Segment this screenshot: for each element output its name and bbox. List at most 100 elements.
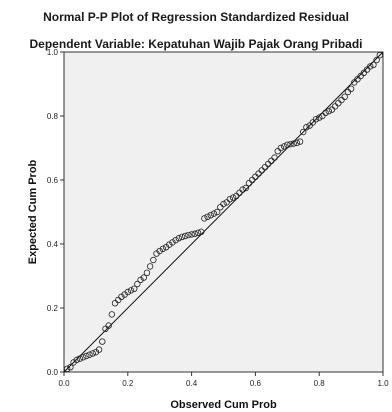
x-tick-label: 0.4 (186, 379, 198, 388)
data-point (95, 346, 103, 353)
chart-subtitle: Dependent Variable: Kepatuhan Wajib Paja… (29, 37, 363, 51)
data-point (229, 194, 237, 201)
x-tick-label: 0.0 (58, 379, 70, 388)
data-point (338, 96, 345, 104)
data-point (328, 106, 336, 113)
data-point (357, 72, 364, 80)
data-point (290, 140, 297, 147)
data-point (146, 263, 154, 270)
data-point (210, 210, 218, 217)
data-point (76, 355, 84, 362)
data-point (239, 186, 246, 193)
data-point (188, 231, 195, 238)
data-point (264, 160, 272, 168)
y-axis: 0.0 0.2 0.4 0.6 0.8 1.0 (47, 48, 64, 377)
chart-title: Normal P-P Plot of Regression Standardiz… (43, 10, 349, 24)
data-point (143, 269, 151, 276)
data-point (73, 356, 80, 364)
data-point (280, 143, 288, 150)
data-point (344, 88, 352, 96)
data-point (166, 241, 173, 248)
y-tick-label: 0.4 (47, 240, 59, 249)
x-tick-label: 0.6 (250, 379, 262, 388)
data-point (226, 195, 234, 203)
data-point (312, 115, 320, 123)
data-point (331, 103, 339, 110)
data-point (220, 200, 227, 208)
data-point (306, 122, 313, 129)
data-point (367, 63, 374, 70)
data-point (351, 79, 358, 86)
x-tick-label: 0.2 (122, 379, 134, 388)
data-point (309, 119, 317, 126)
x-axis-label: Observed Cum Prob (170, 399, 277, 411)
data-point (182, 232, 189, 240)
y-axis-label: Expected Cum Prob (27, 159, 39, 264)
y-tick-label: 0.6 (47, 176, 59, 185)
data-point (99, 338, 106, 345)
data-point (108, 311, 116, 318)
data-point (354, 75, 361, 83)
data-point (213, 208, 221, 216)
data-point (105, 322, 112, 329)
data-point (111, 300, 119, 307)
y-tick-label: 1.0 (47, 48, 59, 57)
data-point (300, 128, 307, 136)
data-points (63, 52, 384, 372)
data-point (178, 233, 186, 241)
data-point (204, 213, 211, 220)
data-point (335, 99, 342, 107)
data-point (293, 139, 301, 147)
data-point (236, 189, 243, 196)
data-point (242, 184, 250, 192)
data-point (124, 288, 131, 296)
data-point (115, 296, 122, 304)
data-point (185, 231, 192, 239)
data-point (169, 239, 176, 246)
data-point (277, 144, 285, 152)
data-point (194, 229, 202, 236)
x-tick-label: 0.8 (314, 379, 326, 388)
y-tick-label: 0.2 (47, 304, 59, 313)
data-point (86, 351, 93, 358)
data-point (258, 167, 265, 174)
data-point (63, 365, 71, 372)
data-point (83, 352, 90, 360)
data-point (325, 107, 332, 115)
x-axis: 0.0 0.2 0.4 0.6 0.8 1.0 (58, 372, 389, 388)
data-point (217, 203, 224, 211)
data-point (159, 245, 167, 252)
data-point (322, 109, 329, 116)
data-point (150, 256, 157, 264)
data-point (376, 52, 384, 59)
data-point (255, 170, 262, 177)
data-point (130, 285, 138, 292)
data-point (373, 56, 380, 64)
data-point (156, 247, 163, 255)
data-point (89, 350, 96, 357)
data-point (360, 69, 368, 76)
data-point (341, 93, 348, 100)
data-point (118, 293, 125, 300)
data-point (261, 163, 269, 171)
data-point (127, 287, 135, 294)
data-point (172, 236, 179, 244)
data-point (223, 199, 230, 206)
data-point (296, 138, 304, 145)
data-point (201, 215, 208, 222)
x-tick-label: 1.0 (377, 379, 389, 388)
data-point (137, 276, 144, 284)
data-point (134, 280, 141, 288)
data-point (284, 141, 291, 148)
data-point (370, 61, 377, 69)
data-point (274, 147, 281, 155)
data-point (303, 123, 310, 131)
data-point (191, 230, 198, 237)
data-point (140, 274, 147, 281)
reference-line (63, 51, 384, 373)
data-point (245, 179, 253, 187)
data-point (175, 235, 183, 242)
data-point (233, 192, 240, 200)
data-point (197, 228, 205, 236)
